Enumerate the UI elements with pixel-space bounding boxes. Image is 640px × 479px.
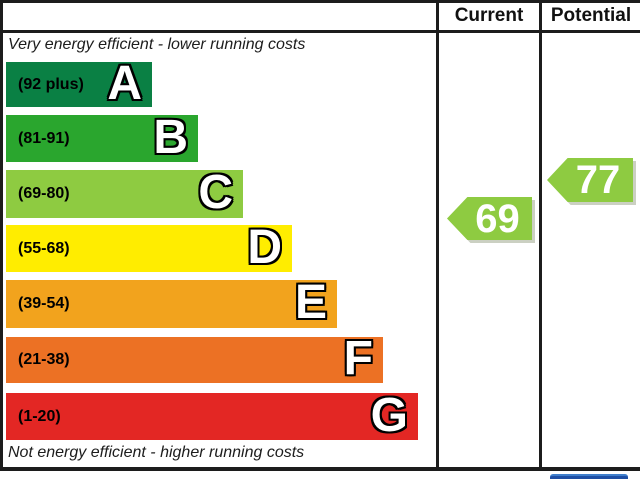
band-letter: D xyxy=(247,220,282,274)
current-rating-arrow: 69 xyxy=(447,197,532,240)
band-row-b: (81-91) B xyxy=(6,110,198,164)
divider-potential-column xyxy=(539,0,542,471)
band-row-g: (1-20) G xyxy=(6,388,418,442)
divider-current-column xyxy=(436,0,439,471)
band-range-label: (1-20) xyxy=(18,407,61,425)
column-header-potential: Potential xyxy=(550,5,632,26)
band-letter: G xyxy=(370,388,408,442)
band-row-a: (92 plus) A xyxy=(6,56,152,110)
divider-header-row xyxy=(0,30,640,33)
caption-very-efficient: Very energy efficient - lower running co… xyxy=(8,36,306,53)
band-letter: E xyxy=(294,276,327,330)
potential-rating-arrow-shape: 77 xyxy=(547,158,633,202)
band-range-label: (39-54) xyxy=(18,295,70,312)
band-letter: B xyxy=(153,110,188,164)
current-rating-value: 69 xyxy=(475,196,520,241)
column-header-current: Current xyxy=(454,5,524,26)
divider-bottom-border xyxy=(0,467,640,471)
caption-not-efficient: Not energy efficient - higher running co… xyxy=(8,444,305,461)
potential-rating-arrow: 77 xyxy=(547,158,633,202)
divider-top-border xyxy=(0,0,640,3)
current-rating-arrow-shape: 69 xyxy=(447,197,532,240)
band-range-label: (81-91) xyxy=(18,129,70,147)
band-letter: A xyxy=(107,56,142,110)
band-range-label: (55-68) xyxy=(18,239,70,257)
divider-left-border xyxy=(0,0,3,471)
band-row-e: (39-54) E xyxy=(6,276,337,330)
band-row-f: (21-38) F xyxy=(6,332,383,386)
band-row-c: (69-80) C xyxy=(6,166,243,220)
eu-directive-box xyxy=(550,474,628,479)
band-range-label: (69-80) xyxy=(18,185,70,202)
band-range-label: (21-38) xyxy=(18,351,70,368)
band-letter: C xyxy=(198,166,233,220)
band-letter: F xyxy=(343,332,373,386)
band-row-d: (55-68) D xyxy=(6,220,292,274)
band-range-label: (92 plus) xyxy=(18,75,84,93)
potential-rating-value: 77 xyxy=(575,158,621,202)
